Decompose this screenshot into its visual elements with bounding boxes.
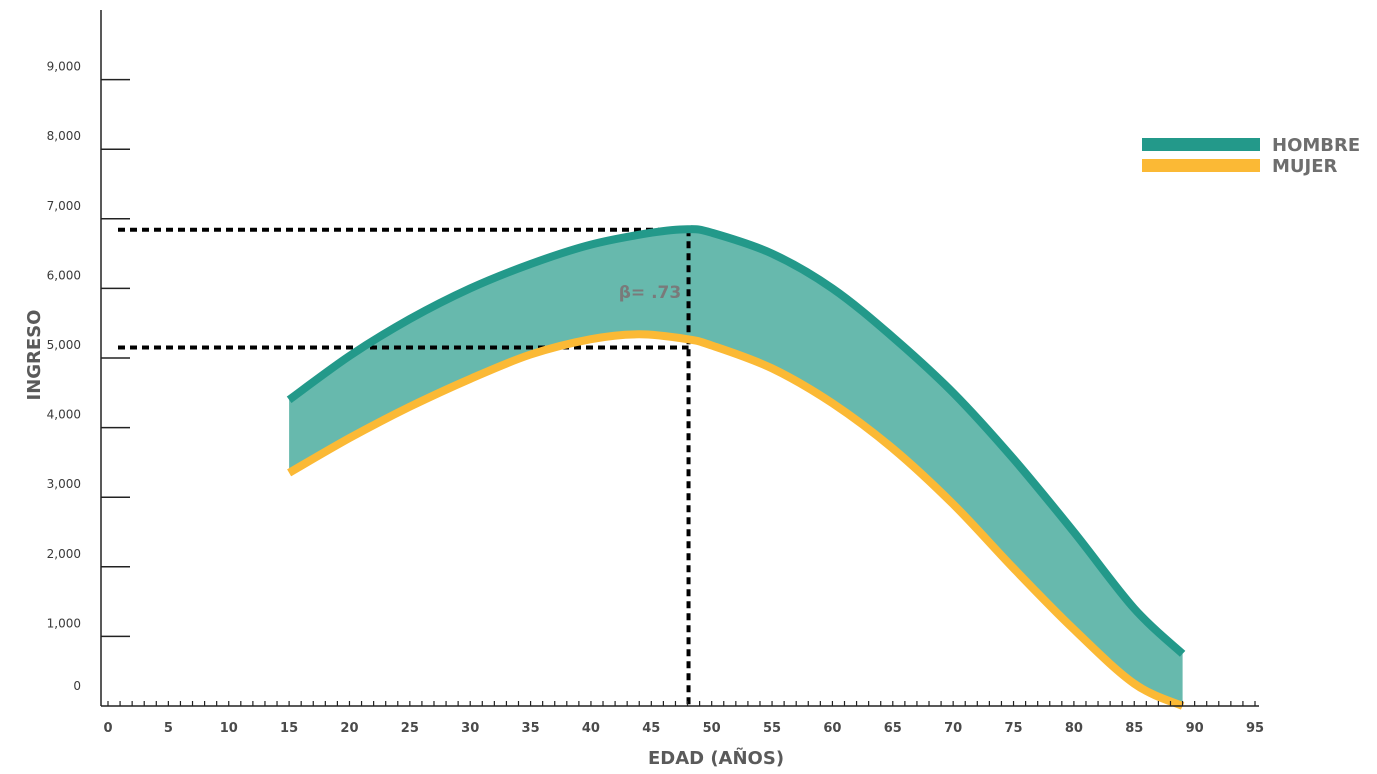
y-tick-label: 1,000: [47, 616, 81, 630]
x-tick-label: 60: [823, 721, 841, 736]
x-tick-label: 40: [582, 721, 600, 736]
x-tick-label: 85: [1125, 721, 1143, 736]
y-tick-label: 2,000: [47, 547, 81, 561]
axes-layer: 0 1,000 2,000 3,000 4,000 5,000 6,000 7,000 8,00…: [47, 10, 1264, 736]
x-tick-label: 30: [461, 721, 479, 736]
x-tick-label: 0: [103, 721, 112, 736]
legend-swatch-hombre: [1142, 138, 1260, 151]
y-tick-label: 0: [73, 679, 81, 693]
x-tick-label: 90: [1186, 721, 1204, 736]
x-tick-label: 25: [401, 721, 419, 736]
x-tick-label: 70: [944, 721, 962, 736]
x-tick-label: 80: [1065, 721, 1083, 736]
x-tick-label: 35: [522, 721, 540, 736]
y-tick-label: 4,000: [47, 408, 81, 422]
series-line-mujer: [287, 330, 1185, 710]
beta-annotation: β= .73: [619, 283, 681, 303]
series-lines-layer: [286, 225, 1186, 710]
x-tick-label: 10: [220, 721, 238, 736]
reference-lines-layer: [118, 227, 691, 706]
y-tick-label: 6,000: [47, 268, 81, 282]
series-line-hombre: [286, 225, 1186, 657]
legend-label-hombre: HOMBRE: [1272, 135, 1360, 156]
x-tick-label: 5: [164, 721, 173, 736]
legend-swatch-mujer: [1142, 159, 1260, 172]
x-tick-label: 50: [703, 721, 721, 736]
y-tick-label: 5,000: [47, 338, 81, 352]
x-tick-label: 55: [763, 721, 781, 736]
x-axis-title: EDAD (AÑOS): [648, 746, 784, 769]
x-tick-label: 95: [1246, 721, 1264, 736]
gap-area: [289, 229, 1183, 706]
y-tick-label: 8,000: [47, 129, 81, 143]
x-tick-label: 15: [280, 721, 298, 736]
y-tick-label: 9,000: [47, 60, 81, 74]
y-axis-title: INGRESO: [24, 310, 45, 401]
x-tick-label: 45: [642, 721, 660, 736]
labels-layer: EDAD (AÑOS) INGRESO β= .73: [24, 283, 784, 769]
y-tick-label: 3,000: [47, 477, 81, 491]
x-tick-label: 75: [1004, 721, 1022, 736]
legend-label-mujer: MUJER: [1272, 156, 1338, 177]
x-tick-label: 65: [884, 721, 902, 736]
y-tick-label: 7,000: [47, 199, 81, 213]
x-tick-label: 20: [340, 721, 358, 736]
gap-area-layer: [289, 229, 1183, 706]
